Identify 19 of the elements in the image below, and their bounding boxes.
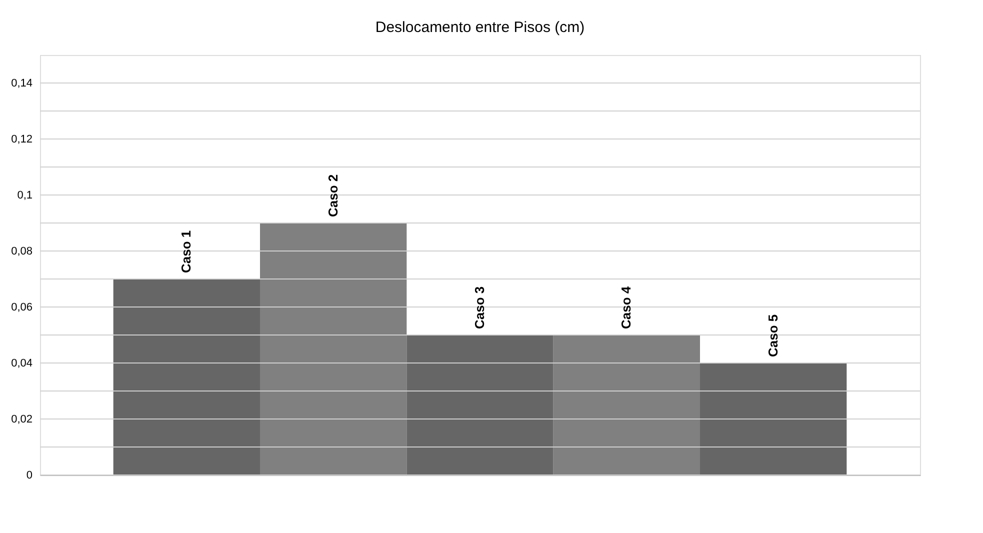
y-tick-label: 0,04 — [11, 358, 32, 370]
y-tick-label: 0,1 — [17, 190, 32, 202]
x-tick-label: Caso 1 — [178, 230, 194, 273]
y-tick-label: 0,02 — [11, 414, 32, 426]
y-tick-label: 0,06 — [11, 302, 32, 314]
y-tick-label: 0,08 — [11, 246, 32, 258]
x-tick-label: Caso 2 — [325, 174, 340, 217]
bar — [260, 223, 407, 475]
bar — [406, 335, 554, 475]
bar — [113, 279, 260, 475]
bar — [553, 335, 700, 475]
x-tick-label: Caso 5 — [765, 314, 780, 357]
x-tick-label: Caso 3 — [472, 286, 487, 329]
chart-title: Deslocamento entre Pisos (cm) — [375, 19, 585, 36]
y-tick-label: 0 — [26, 470, 32, 482]
x-tick-label: Caso 4 — [618, 286, 634, 329]
bar — [700, 363, 847, 475]
y-tick-label: 0,14 — [11, 78, 32, 90]
y-tick-label: 0,12 — [11, 134, 32, 146]
